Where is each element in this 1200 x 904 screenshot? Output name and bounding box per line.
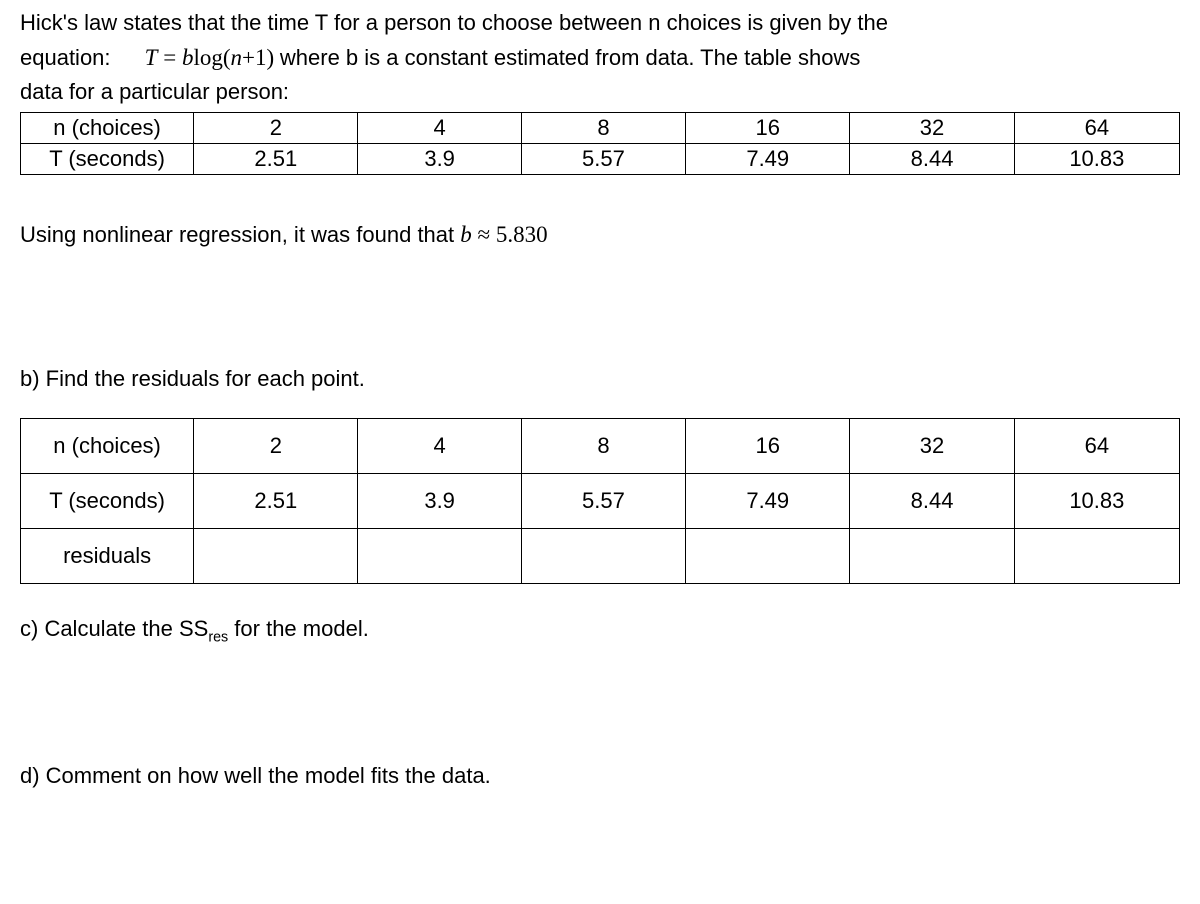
b-approx-expression: b ≈ 5.830 xyxy=(460,222,547,247)
cell-T: 7.49 xyxy=(686,144,850,175)
eq-b: b xyxy=(182,45,194,70)
cell-T: 3.9 xyxy=(358,473,521,528)
intro-equation-label: equation: xyxy=(20,45,111,70)
ssres-subscript: res xyxy=(208,629,228,645)
page: Hick's law states that the time T for a … xyxy=(0,0,1200,835)
spacer xyxy=(20,254,1180,364)
cell-T: 5.57 xyxy=(521,473,685,528)
cell-n: 32 xyxy=(850,418,1014,473)
cell-T: 2.51 xyxy=(194,144,358,175)
eq-equals: = xyxy=(157,45,181,70)
eq-T: T xyxy=(145,45,158,70)
b-value: 5.830 xyxy=(496,222,548,247)
cell-T: 8.44 xyxy=(850,473,1014,528)
cell-n: 2 xyxy=(194,113,358,144)
eq-log-open: log( xyxy=(193,45,230,70)
spacer xyxy=(20,398,1180,412)
spacer xyxy=(20,175,1180,219)
cell-n: 64 xyxy=(1014,113,1179,144)
regression-statement: Using nonlinear regression, it was found… xyxy=(20,219,1180,250)
eq-plus1-close: +1) xyxy=(242,45,274,70)
cell-n: 8 xyxy=(521,418,685,473)
spacer xyxy=(20,651,1180,761)
cell-residual[interactable] xyxy=(850,528,1014,583)
cell-residual[interactable] xyxy=(194,528,358,583)
regression-text: Using nonlinear regression, it was found… xyxy=(20,222,460,247)
b-var: b xyxy=(460,222,472,247)
cell-n: 64 xyxy=(1014,418,1179,473)
cell-residual[interactable] xyxy=(521,528,685,583)
cell-T: 10.83 xyxy=(1014,144,1179,175)
intro-line-3: data for a particular person: xyxy=(20,77,1180,107)
cell-n: 16 xyxy=(686,113,850,144)
cell-residual[interactable] xyxy=(358,528,521,583)
cell-residual[interactable] xyxy=(1014,528,1179,583)
cell-residual[interactable] xyxy=(686,528,850,583)
part-c-pre: c) Calculate the SS xyxy=(20,616,208,641)
part-c-post: for the model. xyxy=(228,616,369,641)
cell-n: 8 xyxy=(521,113,685,144)
cell-n: 2 xyxy=(194,418,358,473)
hicks-law-equation: T = blog(n+1) xyxy=(145,45,280,70)
approx-sign: ≈ xyxy=(472,222,496,247)
cell-T: 10.83 xyxy=(1014,473,1179,528)
table-row: T (seconds) 2.51 3.9 5.57 7.49 8.44 10.8… xyxy=(21,473,1180,528)
row-label-T: T (seconds) xyxy=(21,473,194,528)
row-label-n: n (choices) xyxy=(21,418,194,473)
table-row: T (seconds) 2.51 3.9 5.57 7.49 8.44 10.8… xyxy=(21,144,1180,175)
table-row: n (choices) 2 4 8 16 32 64 xyxy=(21,113,1180,144)
intro-line-2: equation: T = blog(n+1) where b is a con… xyxy=(20,42,1180,73)
intro-line-2-tail: where b is a constant estimated from dat… xyxy=(280,45,860,70)
part-b-prompt: b) Find the residuals for each point. xyxy=(20,364,1180,394)
spacer xyxy=(20,584,1180,614)
cell-n: 4 xyxy=(358,418,521,473)
row-label-n: n (choices) xyxy=(21,113,194,144)
row-label-T: T (seconds) xyxy=(21,144,194,175)
cell-n: 4 xyxy=(358,113,521,144)
cell-T: 5.57 xyxy=(521,144,685,175)
cell-T: 7.49 xyxy=(686,473,850,528)
eq-n: n xyxy=(231,45,243,70)
cell-T: 8.44 xyxy=(850,144,1014,175)
cell-n: 16 xyxy=(686,418,850,473)
part-d-prompt: d) Comment on how well the model fits th… xyxy=(20,761,1180,791)
row-label-residuals: residuals xyxy=(21,528,194,583)
data-table-1: n (choices) 2 4 8 16 32 64 T (seconds) 2… xyxy=(20,112,1180,174)
cell-T: 2.51 xyxy=(194,473,358,528)
intro-line-1: Hick's law states that the time T for a … xyxy=(20,8,1180,38)
table-row: residuals xyxy=(21,528,1180,583)
part-c-prompt: c) Calculate the SSres for the model. xyxy=(20,614,1180,648)
cell-n: 32 xyxy=(850,113,1014,144)
cell-T: 3.9 xyxy=(358,144,521,175)
data-table-2: n (choices) 2 4 8 16 32 64 T (seconds) 2… xyxy=(20,418,1180,584)
table-row: n (choices) 2 4 8 16 32 64 xyxy=(21,418,1180,473)
